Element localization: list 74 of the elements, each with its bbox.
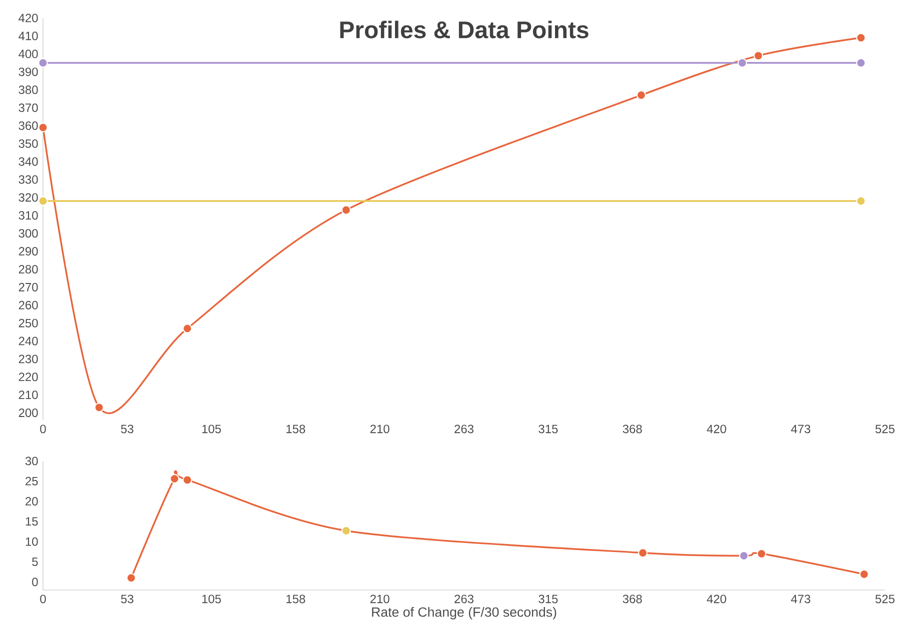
y-tick-label: 310 (18, 211, 38, 220)
point (38, 122, 48, 132)
x-tick-label: 368 (622, 424, 642, 434)
x-tick-label: 158 (286, 594, 306, 604)
x-tick-label: 53 (121, 594, 134, 604)
x-tick-label: 525 (875, 424, 895, 434)
point (737, 58, 748, 68)
x-tick-label: 473 (791, 594, 810, 604)
point (182, 475, 192, 485)
point (182, 324, 192, 334)
y-tick-label: 30 (25, 456, 38, 466)
point (341, 526, 351, 536)
point (856, 32, 866, 43)
y-tick-label: 250 (18, 318, 38, 328)
y-tick-label: 240 (18, 336, 38, 346)
y-tick-label: 370 (18, 103, 38, 112)
y-tick-label: 260 (18, 300, 38, 310)
y-tick-label: 10 (26, 537, 38, 546)
y-tick-label: 20 (26, 497, 38, 506)
point (859, 569, 869, 580)
point (38, 58, 48, 68)
point (636, 90, 646, 100)
y-tick-label: 340 (18, 157, 38, 166)
y-tick-label: 320 (18, 193, 38, 202)
x-tick-label: 473 (791, 424, 810, 434)
y-tick-label: 220 (18, 372, 38, 382)
x-tick-label: 210 (370, 424, 390, 434)
x-tick-label: 263 (454, 424, 474, 434)
x-tick-label: 105 (202, 594, 221, 604)
x-tick-label: 0 (40, 594, 46, 604)
y-tick-label: 290 (18, 247, 38, 256)
x-tick-label: 210 (370, 594, 390, 604)
y-tick-label: 330 (18, 175, 38, 184)
point (38, 196, 48, 206)
y-tick-label: 270 (18, 282, 38, 292)
x-tick-label: 105 (202, 424, 221, 434)
point (856, 58, 866, 68)
y-tick-label: 230 (18, 354, 38, 364)
x-tick-label: 420 (706, 424, 726, 434)
chart-title: Profiles & Data Points (340, 20, 588, 38)
x-tick-label: 420 (706, 594, 726, 604)
y-tick-label: 390 (18, 68, 38, 76)
x-tick-label: 315 (538, 424, 558, 434)
point (756, 548, 766, 559)
x-tick-label: 263 (454, 594, 474, 604)
point (341, 205, 351, 215)
y-tick-label: 410 (18, 32, 38, 40)
x-tick-label: 315 (538, 594, 558, 604)
x-axis-title: Rate of Change (F/30 seconds) (372, 607, 556, 620)
y-tick-label: 360 (18, 121, 38, 130)
y-tick-label: 280 (18, 264, 38, 274)
y-tick-label: 15 (26, 517, 38, 526)
y-tick-label: 210 (18, 390, 38, 400)
point (739, 550, 749, 561)
x-tick-label: 0 (40, 424, 46, 434)
point (754, 50, 764, 60)
x-tick-label: 158 (286, 424, 306, 434)
y-tick-label: 0 (32, 578, 38, 586)
y-tick-label: 380 (18, 86, 38, 94)
x-tick-label: 368 (622, 594, 642, 604)
y-tick-label: 400 (18, 50, 38, 58)
y-tick-label: 25 (26, 476, 38, 486)
point (126, 573, 136, 583)
point (170, 474, 180, 484)
point (638, 548, 648, 558)
point (94, 402, 104, 412)
y-tick-label: 200 (18, 408, 38, 418)
y-tick-label: 300 (18, 229, 38, 238)
point (856, 196, 866, 206)
y-tick-label: 5 (32, 558, 38, 566)
x-tick-label: 525 (875, 594, 895, 604)
x-tick-label: 53 (121, 424, 134, 434)
y-tick-label: 420 (18, 14, 38, 22)
y-tick-label: 350 (18, 139, 38, 148)
